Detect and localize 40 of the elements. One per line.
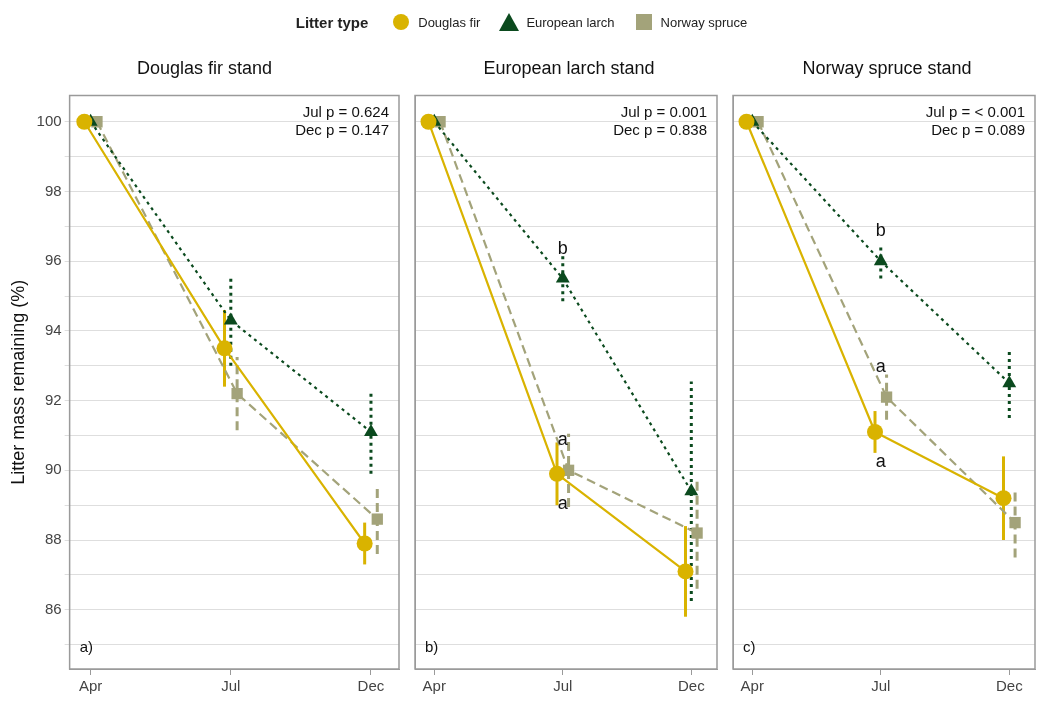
annotation: c)	[743, 637, 756, 655]
y-tick-label: 88	[44, 530, 62, 548]
legend-label: Douglas fir	[418, 14, 481, 30]
y-tick-label: 92	[44, 390, 62, 408]
x-tick-label: Dec	[995, 677, 1024, 695]
annotation: Dec p = 0.147	[295, 121, 389, 139]
x-tick-label: Apr	[740, 677, 764, 695]
legend-title: Litter type	[295, 13, 369, 31]
legend-label: European larch	[526, 14, 615, 30]
x-tick-label: Apr	[422, 677, 446, 695]
annotation: Jul p = 0.624	[302, 103, 389, 121]
annotation: a	[557, 492, 569, 513]
annotation: b)	[425, 637, 439, 655]
y-tick-label: 94	[44, 321, 62, 339]
y-tick-label: 90	[44, 460, 62, 478]
x-tick-label: Dec	[677, 677, 706, 695]
y-tick-label: 98	[44, 181, 62, 199]
y-tick-label: 100	[36, 111, 62, 129]
x-tick-label: Dec	[357, 677, 385, 695]
y-axis-title: Litter mass remaining (%)	[7, 279, 28, 485]
x-tick-label: Apr	[78, 677, 103, 695]
y-tick-label: 96	[44, 251, 62, 269]
annotation: Jul p = 0.001	[620, 103, 707, 121]
annotation: a	[557, 429, 569, 450]
annotation: Dec p = 0.838	[613, 121, 707, 139]
chart-title: Norway spruce stand	[802, 57, 972, 78]
annotation: a	[875, 450, 887, 471]
annotation: a)	[79, 637, 93, 655]
y-tick-label: 86	[44, 599, 62, 617]
annotation: Jul p = < 0.001	[925, 103, 1025, 121]
x-tick-label: Jul	[221, 677, 241, 695]
chart-title: European larch stand	[483, 57, 655, 78]
annotation: b	[875, 220, 886, 241]
annotation: b	[557, 237, 568, 258]
annotation: a	[875, 356, 887, 377]
x-tick-label: Jul	[553, 677, 573, 695]
legend-label: Norway spruce	[660, 14, 748, 30]
annotation: Dec p = 0.089	[931, 121, 1025, 139]
x-tick-label: Jul	[871, 677, 891, 695]
chart-title: Douglas fir stand	[136, 57, 273, 78]
